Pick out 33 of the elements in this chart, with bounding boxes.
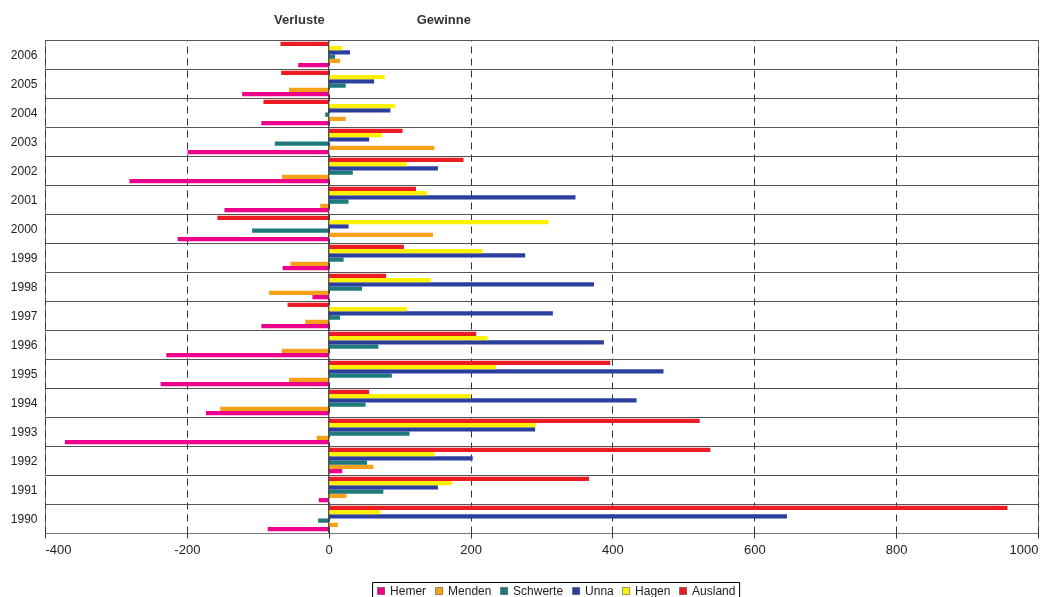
legend-label: Schwerte (513, 584, 564, 597)
y-tick-label: 2004 (10, 105, 38, 120)
y-tick-label: 1998 (10, 279, 38, 294)
y-tick-label: 2005 (10, 76, 38, 91)
x-tick-label: 600 (743, 541, 766, 557)
x-tick-label: 0 (325, 541, 333, 557)
x-tick-label: -200 (174, 541, 201, 557)
legend-label: Hemer (390, 584, 427, 597)
y-tick-label: 1991 (10, 482, 38, 497)
y-tick-label: 2001 (10, 192, 38, 207)
legend-label: Ausland (692, 584, 736, 597)
legend-label: Menden (448, 584, 492, 597)
x-tick-label: 400 (602, 541, 624, 557)
y-tick-label: 2003 (10, 134, 38, 149)
y-tick-label: 1997 (10, 308, 38, 323)
y-tick-label: 2000 (10, 221, 38, 236)
y-tick-label: 1990 (10, 511, 38, 526)
x-tick-label: 800 (885, 541, 908, 557)
text: Verluste (274, 12, 325, 27)
text: Gewinne (416, 12, 471, 27)
x-tick-label: 1000 (1009, 541, 1039, 557)
y-tick-label: 2006 (10, 47, 38, 62)
legend-label: Unna (585, 584, 615, 597)
y-tick-label: 1993 (10, 424, 38, 439)
x-tick-label: -400 (45, 541, 72, 557)
legend-label: Hagen (635, 584, 671, 597)
y-tick-label: 1992 (10, 453, 38, 468)
y-tick-label: 2002 (10, 163, 38, 178)
y-tick-label: 1999 (10, 250, 38, 265)
y-tick-label: 1994 (10, 395, 38, 410)
y-tick-label: 1996 (10, 337, 38, 352)
x-tick-label: 200 (460, 541, 482, 557)
y-tick-label: 1995 (10, 366, 38, 381)
